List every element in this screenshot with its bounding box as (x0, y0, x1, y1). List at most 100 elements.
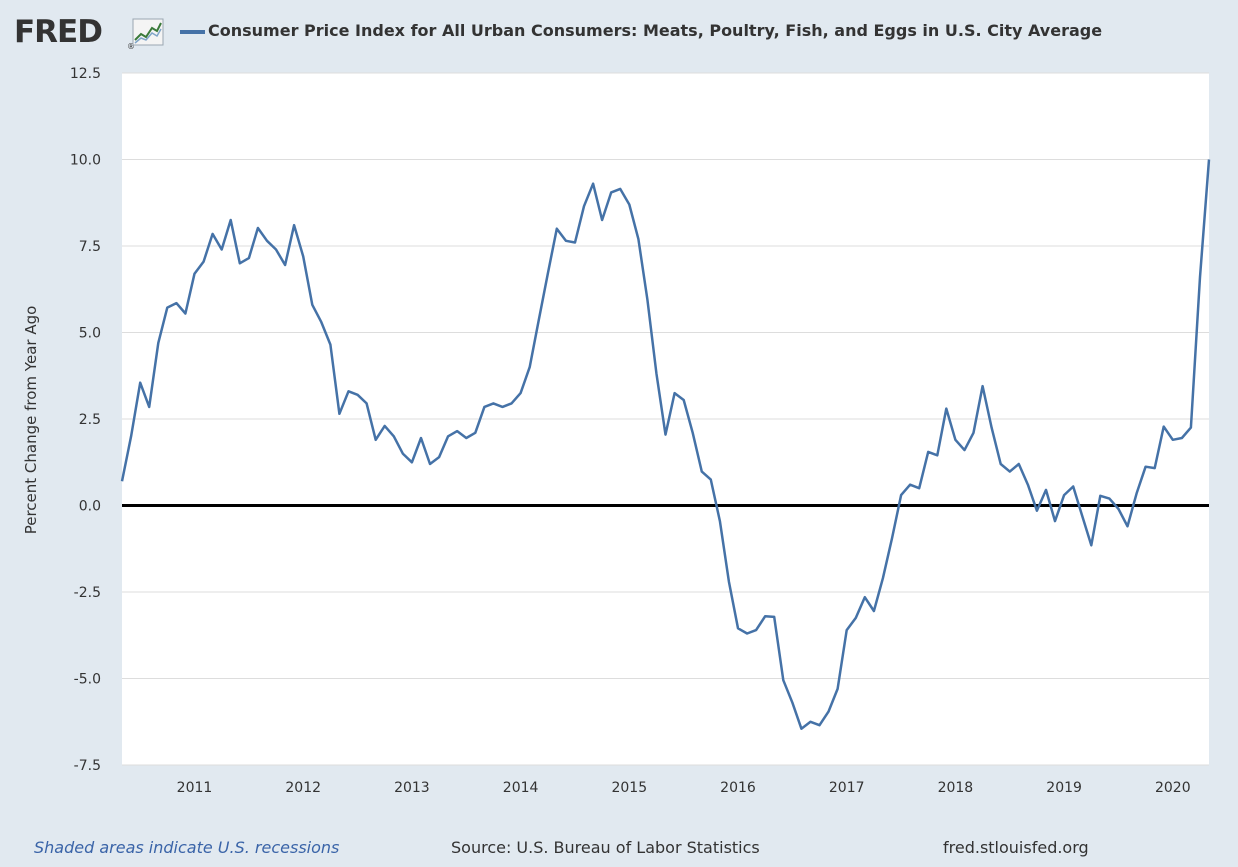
data-point[interactable] (237, 260, 243, 266)
data-point[interactable] (943, 406, 949, 412)
data-point[interactable] (916, 485, 922, 491)
data-point[interactable] (1025, 482, 1031, 488)
data-point[interactable] (708, 477, 714, 483)
data-point[interactable] (998, 461, 1004, 467)
data-point[interactable] (481, 404, 487, 410)
data-point[interactable] (717, 518, 723, 524)
data-point[interactable] (273, 247, 279, 253)
data-point[interactable] (1034, 508, 1040, 514)
data-point[interactable] (164, 305, 170, 311)
data-point[interactable] (137, 380, 143, 386)
data-point[interactable] (427, 461, 433, 467)
site-link[interactable]: fred.stlouisfed.org (943, 838, 1089, 857)
data-point[interactable] (681, 397, 687, 403)
data-point[interactable] (1179, 435, 1185, 441)
data-point[interactable] (445, 433, 451, 439)
data-point[interactable] (1070, 484, 1076, 490)
data-point[interactable] (264, 238, 270, 244)
data-point[interactable] (762, 613, 768, 619)
data-point[interactable] (853, 615, 859, 621)
data-point[interactable] (128, 433, 134, 439)
data-point[interactable] (808, 719, 814, 725)
data-point[interactable] (1016, 461, 1022, 467)
data-point[interactable] (1043, 487, 1049, 493)
data-point[interactable] (1170, 437, 1176, 443)
data-point[interactable] (1161, 424, 1167, 430)
data-point[interactable] (490, 400, 496, 406)
data-point[interactable] (1061, 492, 1067, 498)
data-point[interactable] (1079, 513, 1085, 519)
data-point[interactable] (518, 390, 524, 396)
data-point[interactable] (1197, 274, 1203, 280)
data-point[interactable] (690, 430, 696, 436)
fred-logo[interactable]: FRED (14, 14, 103, 50)
data-point[interactable] (798, 726, 804, 732)
data-point[interactable] (192, 271, 198, 277)
data-point[interactable] (826, 708, 832, 714)
data-point[interactable] (1188, 425, 1194, 431)
data-point[interactable] (1134, 490, 1140, 496)
data-point[interactable] (862, 594, 868, 600)
data-point[interactable] (391, 433, 397, 439)
data-point[interactable] (409, 459, 415, 465)
data-point[interactable] (599, 217, 605, 223)
data-point[interactable] (726, 579, 732, 585)
data-point[interactable] (663, 432, 669, 438)
data-point[interactable] (1106, 496, 1112, 502)
data-point[interactable] (1007, 469, 1013, 475)
data-point[interactable] (898, 492, 904, 498)
data-point[interactable] (608, 189, 614, 195)
data-point[interactable] (590, 181, 596, 187)
data-point[interactable] (1152, 465, 1158, 471)
data-point[interactable] (219, 247, 225, 253)
data-point[interactable] (771, 614, 777, 620)
data-point[interactable] (364, 400, 370, 406)
data-point[interactable] (1125, 523, 1131, 529)
data-point[interactable] (382, 423, 388, 429)
data-point[interactable] (1088, 542, 1094, 548)
data-point[interactable] (907, 482, 913, 488)
recessions-note[interactable]: Shaded areas indicate U.S. recessions (34, 838, 340, 857)
data-point[interactable] (545, 271, 551, 277)
data-point[interactable] (246, 255, 252, 261)
data-point[interactable] (617, 186, 623, 192)
data-point[interactable] (644, 297, 650, 303)
data-point[interactable] (753, 627, 759, 633)
data-point[interactable] (500, 404, 506, 410)
data-point[interactable] (871, 608, 877, 614)
data-point[interactable] (980, 383, 986, 389)
data-point[interactable] (925, 449, 931, 455)
data-point[interactable] (989, 425, 995, 431)
data-point[interactable] (626, 202, 632, 208)
data-point[interactable] (654, 371, 660, 377)
data-point[interactable] (835, 686, 841, 692)
data-point[interactable] (789, 700, 795, 706)
data-point[interactable] (744, 631, 750, 637)
data-point[interactable] (635, 236, 641, 242)
data-point[interactable] (146, 404, 152, 410)
legend-series-title[interactable]: Consumer Price Index for All Urban Consu… (208, 21, 1103, 40)
data-point[interactable] (952, 437, 958, 443)
data-point[interactable] (934, 452, 940, 458)
data-point[interactable] (400, 451, 406, 457)
data-point[interactable] (889, 535, 895, 541)
data-point[interactable] (472, 430, 478, 436)
data-point[interactable] (554, 226, 560, 232)
data-point[interactable] (527, 364, 533, 370)
data-point[interactable] (1052, 518, 1058, 524)
data-point[interactable] (201, 259, 207, 265)
data-point[interactable] (228, 217, 234, 223)
data-point[interactable] (418, 435, 424, 441)
data-point[interactable] (300, 253, 306, 259)
data-point[interactable] (119, 478, 125, 484)
data-point[interactable] (581, 203, 587, 209)
data-point[interactable] (210, 231, 216, 237)
data-point[interactable] (318, 319, 324, 325)
data-point[interactable] (735, 625, 741, 631)
data-point[interactable] (844, 627, 850, 633)
data-point[interactable] (1143, 464, 1149, 470)
data-point[interactable] (454, 428, 460, 434)
data-point[interactable] (1206, 157, 1212, 163)
data-point[interactable] (971, 430, 977, 436)
data-point[interactable] (817, 722, 823, 728)
